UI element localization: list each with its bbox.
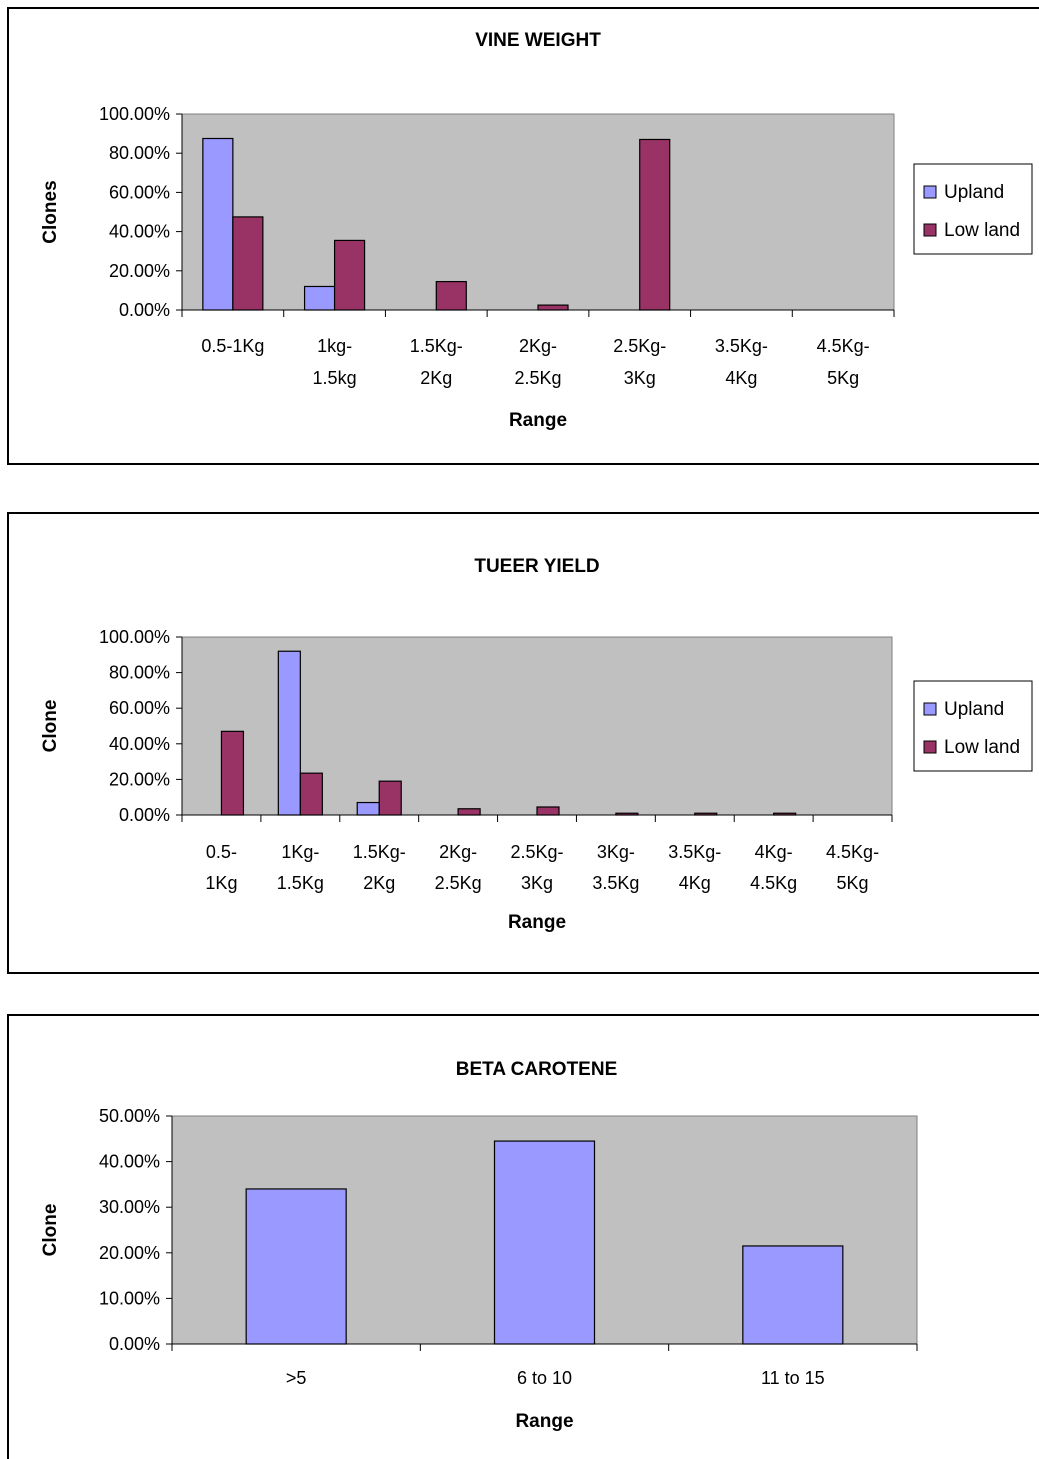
x-tick-label: 2Kg- <box>439 842 477 862</box>
x-tick-label: 3Kg- <box>597 842 635 862</box>
bar <box>202 137 234 311</box>
bar <box>378 780 402 816</box>
bar <box>457 808 481 816</box>
x-tick-label: 2Kg <box>420 368 452 388</box>
y-axis-title: Clones <box>40 180 61 243</box>
x-tick-label: 3.5Kg- <box>668 842 721 862</box>
y-tick-label: 20.00% <box>109 769 170 789</box>
bar <box>277 650 301 816</box>
x-axis-title: Range <box>515 1411 573 1432</box>
y-tick-label: 0.00% <box>109 1334 160 1354</box>
bar <box>615 812 639 816</box>
x-tick-label: 1.5Kg- <box>410 336 463 356</box>
x-tick-label: 2.5Kg- <box>510 842 563 862</box>
x-axis-title: Range <box>509 410 567 431</box>
x-tick-label: 1Kg- <box>281 842 319 862</box>
bar <box>232 216 264 311</box>
bar <box>245 1188 347 1345</box>
chart-title: VINE WEIGHT <box>475 30 601 51</box>
x-tick-label: 4.5Kg- <box>826 842 879 862</box>
x-tick-label: 1kg- <box>317 336 352 356</box>
bar <box>493 1140 596 1345</box>
x-axis-title: Range <box>508 912 566 933</box>
y-tick-label: 40.00% <box>109 222 170 242</box>
x-tick-label: 6 to 10 <box>517 1368 572 1388</box>
bar <box>536 806 560 816</box>
x-tick-label: 2Kg- <box>519 336 557 356</box>
bar <box>639 138 671 311</box>
y-tick-label: 0.00% <box>119 300 170 320</box>
y-tick-label: 80.00% <box>109 143 170 163</box>
legend-swatch <box>923 185 937 199</box>
x-tick-label: 1.5kg <box>313 368 357 388</box>
x-tick-label: 4Kg <box>725 368 757 388</box>
x-tick-label: 0.5-1Kg <box>201 336 264 356</box>
bar <box>299 772 323 816</box>
x-tick-label: 11 to 15 <box>761 1368 825 1388</box>
x-tick-label: 1.5Kg <box>277 873 324 893</box>
bar <box>435 280 467 311</box>
x-tick-label: 4.5Kg <box>750 873 797 893</box>
legend-label: Upland <box>944 699 1004 720</box>
y-axis-title: Clone <box>40 700 61 753</box>
y-tick-label: 100.00% <box>99 104 170 124</box>
y-tick-label: 10.00% <box>99 1288 160 1308</box>
y-tick-label: 40.00% <box>99 1152 160 1172</box>
legend-label: Low land <box>944 737 1020 758</box>
y-tick-label: 60.00% <box>109 182 170 202</box>
plot-area <box>181 113 895 311</box>
x-tick-label: 4.5Kg- <box>817 336 870 356</box>
y-tick-label: 50.00% <box>99 1106 160 1126</box>
x-tick-label: 3.5Kg <box>592 873 639 893</box>
x-tick-label: 3Kg <box>624 368 656 388</box>
bar <box>220 730 245 816</box>
legend-box <box>913 163 1033 255</box>
x-tick-label: 4Kg <box>679 873 711 893</box>
legend-label: Upland <box>944 182 1004 203</box>
y-tick-label: 60.00% <box>109 698 170 718</box>
bar <box>303 285 336 311</box>
legend-label: Low land <box>944 220 1020 241</box>
bar <box>333 239 366 311</box>
x-tick-label: 5Kg <box>827 368 859 388</box>
y-tick-label: 40.00% <box>109 734 170 754</box>
y-tick-label: 20.00% <box>99 1243 160 1263</box>
x-tick-label: 1.5Kg- <box>353 842 406 862</box>
y-tick-label: 80.00% <box>109 663 170 683</box>
bar <box>773 812 797 816</box>
chart-title: TUEER YIELD <box>474 556 599 577</box>
y-tick-label: 100.00% <box>99 627 170 647</box>
x-tick-label: 2Kg <box>363 873 395 893</box>
x-tick-label: >5 <box>286 1368 307 1388</box>
x-tick-label: 2.5Kg <box>435 873 482 893</box>
bar <box>537 304 569 311</box>
x-tick-label: 2.5Kg- <box>613 336 666 356</box>
y-axis-title: Clone <box>40 1204 61 1257</box>
bar <box>356 801 380 816</box>
legend-swatch <box>923 702 937 716</box>
x-tick-label: 3.5Kg- <box>715 336 768 356</box>
chart-title: BETA CAROTENE <box>456 1059 618 1080</box>
vine-weight-chart: VINE WEIGHT 0.00% 20.00% 40.00% 60.00% 80.00%… <box>7 7 1039 465</box>
y-tick-label: 30.00% <box>99 1197 160 1217</box>
bar <box>694 812 718 816</box>
legend-box <box>913 680 1033 772</box>
beta-carotene-chart: BETA CAROTENE 0.00% 10.00% 20.00% 30.00% 40.0… <box>7 1014 1039 1459</box>
x-tick-label: 5Kg <box>837 873 869 893</box>
x-tick-label: 1Kg <box>205 873 237 893</box>
x-tick-label: 0.5- <box>206 842 237 862</box>
bar <box>742 1245 844 1345</box>
x-tick-label: 3Kg <box>521 873 553 893</box>
legend-swatch <box>923 223 937 237</box>
y-tick-label: 20.00% <box>109 261 170 281</box>
legend-swatch <box>923 740 937 754</box>
x-tick-label: 2.5Kg <box>514 368 561 388</box>
x-tick-label: 4Kg- <box>755 842 793 862</box>
tuber-yield-chart: TUEER YIELD 0.00% 20.00% 40.00% 60.00% 80.00%… <box>7 512 1039 974</box>
y-tick-label: 0.00% <box>119 805 170 825</box>
